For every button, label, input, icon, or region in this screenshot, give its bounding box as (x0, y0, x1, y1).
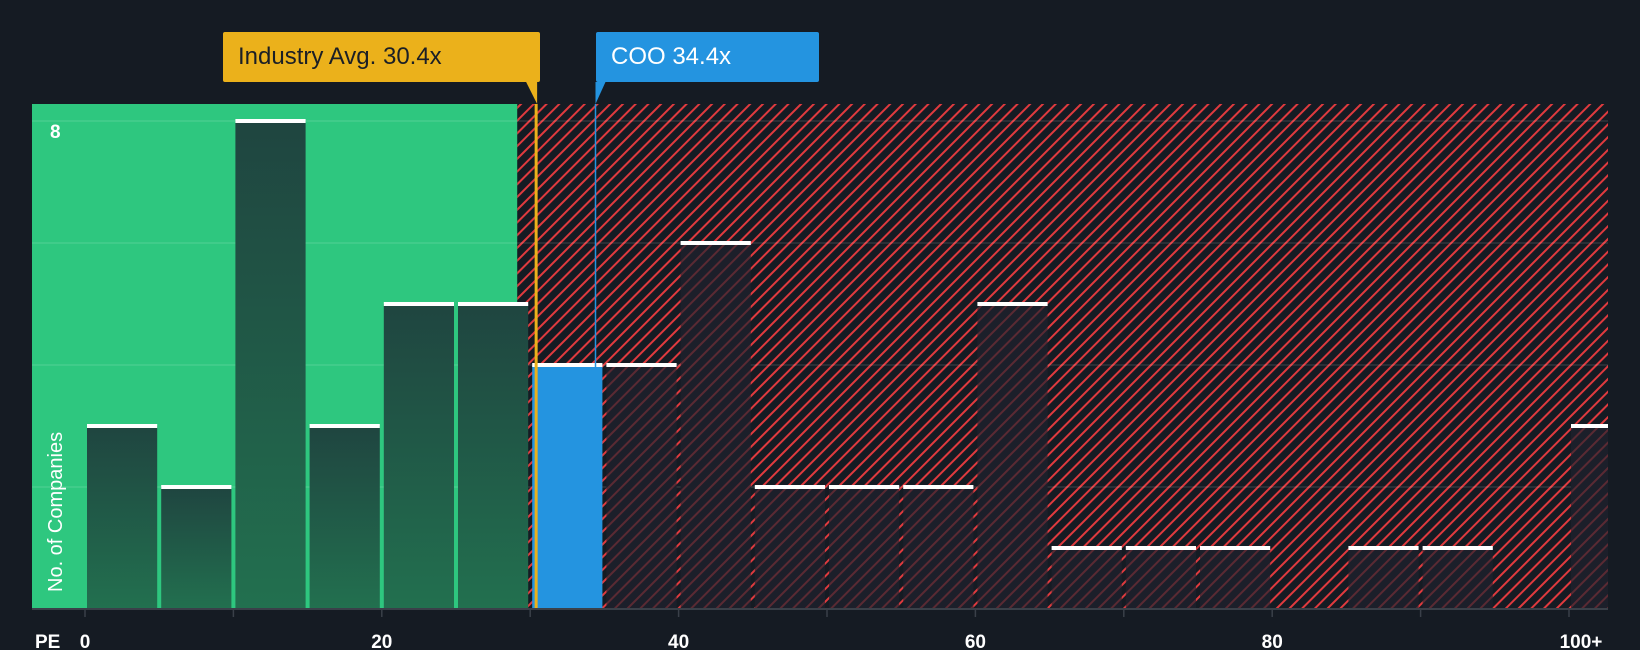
bar-cap (1571, 424, 1608, 428)
histogram-bar (829, 487, 900, 609)
bar-cap (532, 363, 603, 367)
x-tick-label: 20 (371, 632, 392, 650)
bar-cap (829, 485, 900, 489)
bar-cap (1051, 546, 1122, 550)
y-tick-label: 8 (50, 122, 61, 143)
callout-pointer (595, 82, 606, 104)
histogram-bar (1125, 548, 1196, 609)
x-tick-label: 80 (1262, 632, 1283, 650)
histogram-bar (458, 304, 529, 609)
x-tick-label: 60 (965, 632, 986, 650)
bar-cap (161, 485, 232, 489)
histogram-bar (532, 365, 603, 609)
bar-cap (754, 485, 825, 489)
x-tick-label: 0 (80, 632, 91, 650)
callout-pointer (526, 82, 538, 104)
histogram-bar (161, 487, 232, 609)
histogram-bar (680, 243, 751, 609)
bar-cap (977, 302, 1048, 306)
bar-cap (87, 424, 158, 428)
histogram-bar (1571, 426, 1608, 609)
histogram-bar (1422, 548, 1493, 609)
histogram-bar (1051, 548, 1122, 609)
bar-cap (1348, 546, 1419, 550)
bar-cap (903, 485, 974, 489)
bar-cap (309, 424, 380, 428)
bar-cap (383, 302, 454, 306)
histogram-bar (754, 487, 825, 609)
histogram-bar (87, 426, 158, 609)
bar-cap (1125, 546, 1196, 550)
bar-cap (1200, 546, 1271, 550)
histogram-bar (1348, 548, 1419, 609)
industry-avg-label: Industry Avg. 30.4x (238, 43, 442, 70)
x-tick-label: 100+ (1560, 632, 1603, 650)
x-tick-label: 40 (668, 632, 689, 650)
bar-cap (1422, 546, 1493, 550)
x-axis-label: PE (35, 632, 60, 650)
coo-label: COO 34.4x (611, 43, 732, 70)
bar-cap (680, 241, 751, 245)
bar-cap (606, 363, 677, 367)
coo-callout: COO 34.4x (596, 32, 819, 82)
y-axis-label: No. of Companies (45, 432, 67, 592)
histogram-bar (235, 121, 306, 609)
histogram-bar (309, 426, 380, 609)
histogram-bar (383, 304, 454, 609)
histogram-bar (977, 304, 1048, 609)
histogram-bar (1200, 548, 1271, 609)
bar-cap (458, 302, 529, 306)
histogram-bar (903, 487, 974, 609)
industry-avg-callout: Industry Avg. 30.4x (223, 32, 540, 82)
histogram-bar (606, 365, 677, 609)
bar-cap (235, 119, 306, 123)
